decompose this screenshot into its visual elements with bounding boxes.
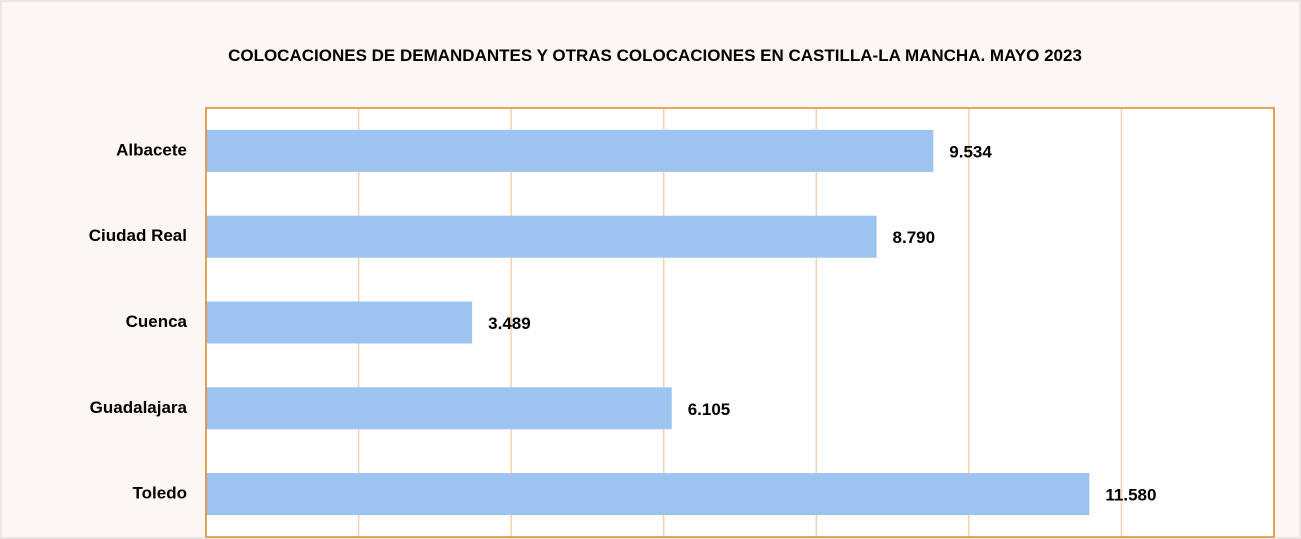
data-label: 3.489 <box>488 314 531 333</box>
data-label: 8.790 <box>893 228 936 247</box>
y-tick-label: Ciudad Real <box>89 226 187 245</box>
y-tick-label: Toledo <box>133 484 187 503</box>
data-label: 9.534 <box>949 142 992 161</box>
plot-border <box>205 107 1275 538</box>
data-label: 6.105 <box>688 400 731 419</box>
data-label: 11.580 <box>1105 486 1156 505</box>
bar <box>206 215 877 258</box>
y-tick-label: Guadalajara <box>90 398 188 417</box>
bar <box>206 301 473 344</box>
bar <box>206 473 1090 516</box>
bar <box>206 387 672 430</box>
y-tick-label: Cuenca <box>126 312 188 331</box>
y-tick-label: Albacete <box>116 140 187 159</box>
chart-title: COLOCACIONES DE DEMANDANTES Y OTRAS COLO… <box>228 46 1082 65</box>
bar <box>206 129 934 172</box>
